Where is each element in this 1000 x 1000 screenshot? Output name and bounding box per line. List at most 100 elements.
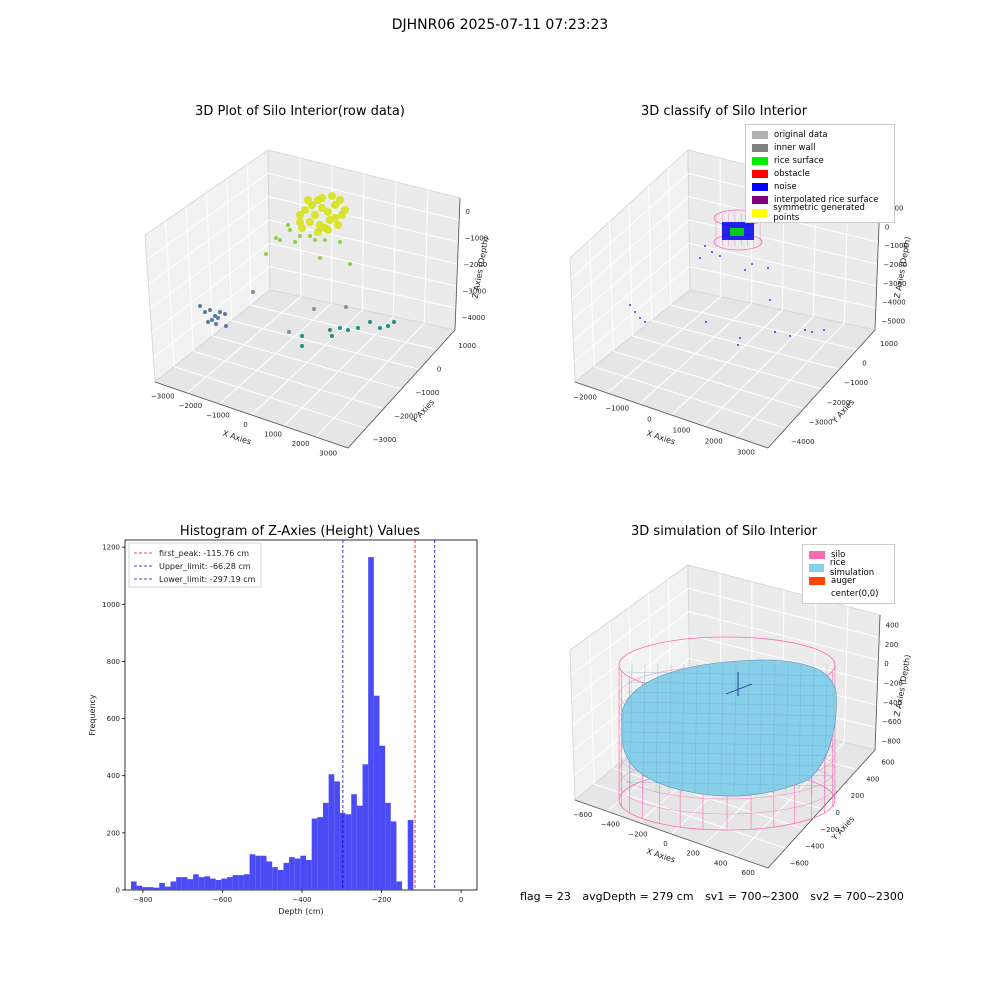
point [304, 196, 312, 204]
panel2-legend-entry: inner wall [752, 141, 888, 154]
histogram-bar [136, 885, 143, 890]
noise-point [823, 329, 825, 331]
z-tick-label: −4000 [462, 314, 486, 322]
sv2-text: sv2 = 700~2300 [810, 890, 904, 903]
point [386, 324, 390, 328]
x-tick-label: 200 [686, 850, 699, 858]
histogram-bar [379, 745, 386, 890]
noise-point [774, 331, 776, 333]
histogram-bar [373, 695, 380, 890]
legend-label: inner wall [774, 142, 816, 153]
x-tick-label: 0 [243, 421, 247, 429]
y-tick-label: 1200 [102, 544, 120, 552]
point [288, 228, 292, 232]
histogram-bar [362, 764, 369, 890]
histogram-bar [232, 875, 239, 890]
flag-text: flag = 23 [520, 890, 571, 903]
z-tick-label: −1000 [465, 235, 489, 243]
legend-label: rice simulation [829, 557, 875, 578]
point [312, 307, 316, 311]
point [213, 314, 217, 318]
grid-line [689, 266, 876, 309]
point [348, 262, 352, 266]
rice-surface [621, 659, 837, 797]
histogram-bar [176, 877, 182, 890]
point [306, 218, 314, 226]
legend-label: first_peak: -115.76 cm [159, 549, 249, 558]
x-tick-label: −800 [133, 896, 152, 904]
mesh-line [629, 663, 633, 795]
x-tick-label: 0 [663, 840, 667, 848]
panel2-legend-entry: rice surface [752, 154, 888, 167]
legend-swatch [809, 563, 824, 572]
mesh-line [811, 663, 815, 795]
noise-point [634, 311, 636, 313]
mesh-line [625, 701, 835, 707]
x-axis-label: X Axies [645, 429, 676, 447]
legend-label: silo [831, 549, 846, 560]
y-tick-label: −1000 [416, 389, 440, 397]
panel2-legend-entry: symmetric generated points [752, 203, 888, 223]
panel2-legend-entry: noise [752, 180, 888, 193]
point [338, 211, 346, 219]
histogram-bar [334, 781, 340, 890]
x-tick-label: −2000 [179, 402, 203, 410]
x-tick-label: 0 [647, 416, 651, 424]
x-tick-label: −1000 [605, 405, 629, 413]
x-tick-label: 3000 [737, 449, 755, 457]
point [206, 320, 210, 324]
point [198, 304, 202, 308]
point [313, 238, 317, 242]
mesh-line [668, 663, 672, 795]
z-tick-label: 0 [466, 208, 470, 216]
x-tick-label: −3000 [151, 393, 175, 401]
y-tick-label: −400 [805, 843, 824, 851]
panel1-frame: −3000−2000−1000010002000300010000−1000−2… [144, 149, 490, 457]
mesh-line [720, 663, 724, 795]
point [274, 236, 278, 240]
x-tick-label: −600 [213, 896, 232, 904]
point [356, 326, 360, 330]
histogram-bar [159, 882, 165, 890]
legend-label: Lower_limit: -297.19 cm [159, 575, 256, 584]
mesh-line [625, 711, 835, 717]
noise-point [739, 337, 741, 339]
point [344, 305, 348, 309]
point [293, 240, 297, 244]
point [323, 238, 327, 242]
legend-label: interpolated rice surface [774, 194, 879, 205]
legend-label: noise [774, 181, 797, 192]
x-tick-label: 0 [459, 896, 463, 904]
legend-swatch [752, 169, 768, 178]
point [324, 226, 332, 234]
y-tick-label: −3000 [373, 436, 397, 444]
histogram-bar [255, 855, 261, 890]
y-tick-label: 0 [862, 360, 866, 368]
legend-swatch [752, 156, 768, 165]
histogram-bar [193, 874, 199, 890]
z-tick-label: 0 [884, 660, 888, 668]
y-tick-label: 200 [851, 792, 864, 800]
y-tick-label: 0 [116, 887, 120, 895]
histogram-bar [142, 887, 148, 890]
point [264, 252, 268, 256]
y-tick-label: −600 [790, 860, 809, 868]
y-tick-label: −2000 [394, 413, 418, 421]
legend-swatch [752, 130, 768, 139]
sv1-text: sv1 = 700~2300 [705, 890, 799, 903]
x-axis-label: Depth (cm) [278, 907, 323, 916]
z-axis-line [874, 614, 881, 751]
histogram-bar [368, 557, 374, 890]
point [296, 211, 304, 219]
point [336, 196, 344, 204]
plot-area [124, 539, 478, 891]
legend-label: rice surface [774, 155, 824, 166]
mesh-line [681, 663, 685, 795]
x-tick-label: −200 [372, 896, 391, 904]
point [216, 316, 220, 320]
histogram-bar [396, 881, 403, 890]
point [324, 208, 332, 216]
histogram-bar [170, 881, 177, 890]
point [286, 223, 290, 227]
point [331, 201, 339, 209]
